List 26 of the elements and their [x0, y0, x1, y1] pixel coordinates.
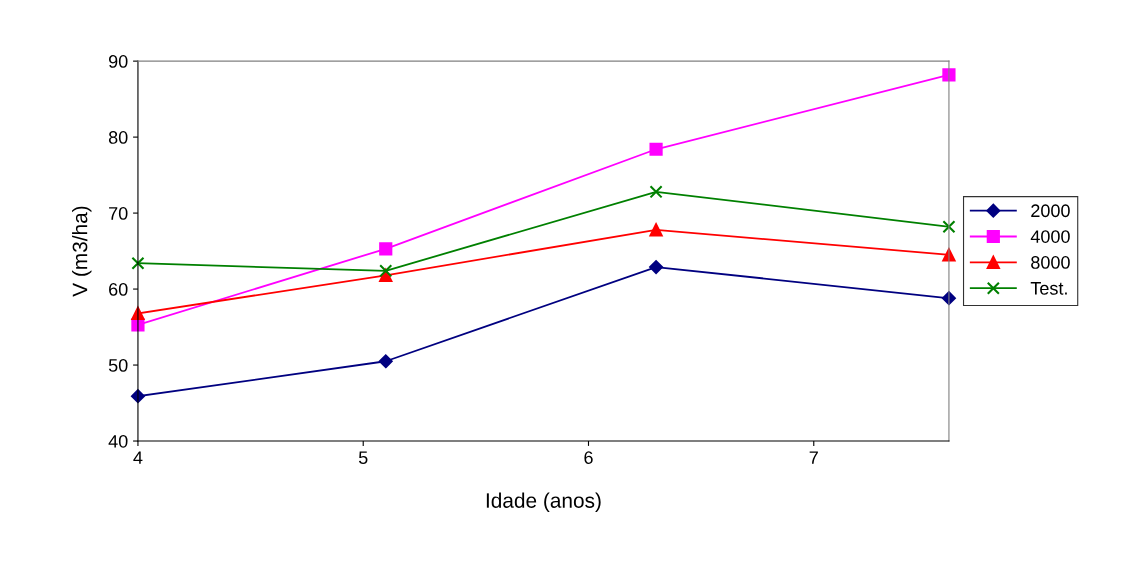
point: [379, 264, 393, 278]
y-tick-label: 80: [108, 131, 128, 144]
x-axis-title: Idade (anos): [486, 492, 601, 512]
point: [649, 142, 663, 156]
point: [131, 256, 145, 270]
y-tick-label: 50: [108, 358, 128, 372]
y-tick-label: 70: [109, 207, 128, 220]
x-tick-label: 5: [358, 451, 368, 465]
y-tick-label: 60: [109, 283, 128, 296]
point: [649, 223, 663, 237]
y-tick-label: 90: [108, 55, 128, 68]
y-tick-label: 40: [108, 434, 128, 448]
point: [649, 260, 664, 274]
y-axis-title: V (m3/ha): [72, 206, 92, 297]
legend-label: 4000: [1030, 230, 1070, 243]
x-tick-label: 4: [133, 451, 143, 464]
point: [379, 242, 393, 256]
point: [649, 185, 663, 199]
x-tick-label: 6: [584, 451, 593, 465]
point: [378, 354, 393, 369]
legend-label: 8000: [1031, 256, 1070, 269]
point: [942, 68, 956, 82]
x-tick-label: 7: [809, 451, 818, 464]
legend-label: Test.: [1030, 282, 1067, 295]
point: [942, 220, 956, 234]
legend-label: 2000: [1031, 204, 1070, 218]
